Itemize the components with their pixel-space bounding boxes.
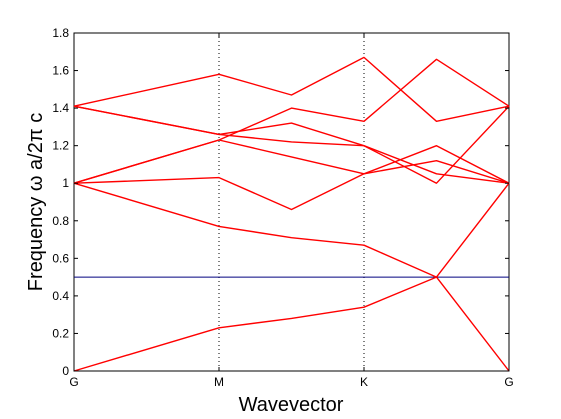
y-tick-label: 0.6: [52, 251, 69, 265]
x-tick-label: G: [69, 375, 78, 389]
y-tick-label: 0: [62, 364, 69, 378]
y-tick-label: 1.4: [52, 101, 69, 115]
x-axis-title: Wavevector: [239, 394, 344, 416]
y-tick-label: 0.4: [52, 289, 69, 303]
band-series-layer: [73, 56, 510, 372]
band-line-3: [73, 144, 510, 211]
band-line-7: [73, 58, 510, 184]
y-tick-label: 1.2: [52, 139, 69, 153]
band-line-6: [73, 56, 510, 123]
band-line-1: [73, 276, 510, 372]
y-tick-label: 1.6: [52, 64, 69, 78]
y-tick-label: 0.2: [52, 326, 69, 340]
y-tick-label: 1.8: [52, 26, 69, 40]
tick-layer: 0 0.2 0.4 0.6 0.8 1 1.2 1.4 1.6 1.8 G M K G: [52, 26, 513, 389]
x-tick-label: M: [214, 375, 224, 389]
y-axis-title: Frequency ω a/2π c: [25, 113, 47, 291]
grid-lines: [218, 33, 365, 371]
x-tick-label: K: [360, 375, 368, 389]
x-tick-label: G: [504, 375, 513, 389]
y-tick-label: 1: [62, 176, 69, 190]
band-line-8: [73, 105, 510, 184]
y-tick-label: 0.8: [52, 214, 69, 228]
band-line-2: [73, 182, 510, 278]
plot-area: [73, 32, 510, 372]
